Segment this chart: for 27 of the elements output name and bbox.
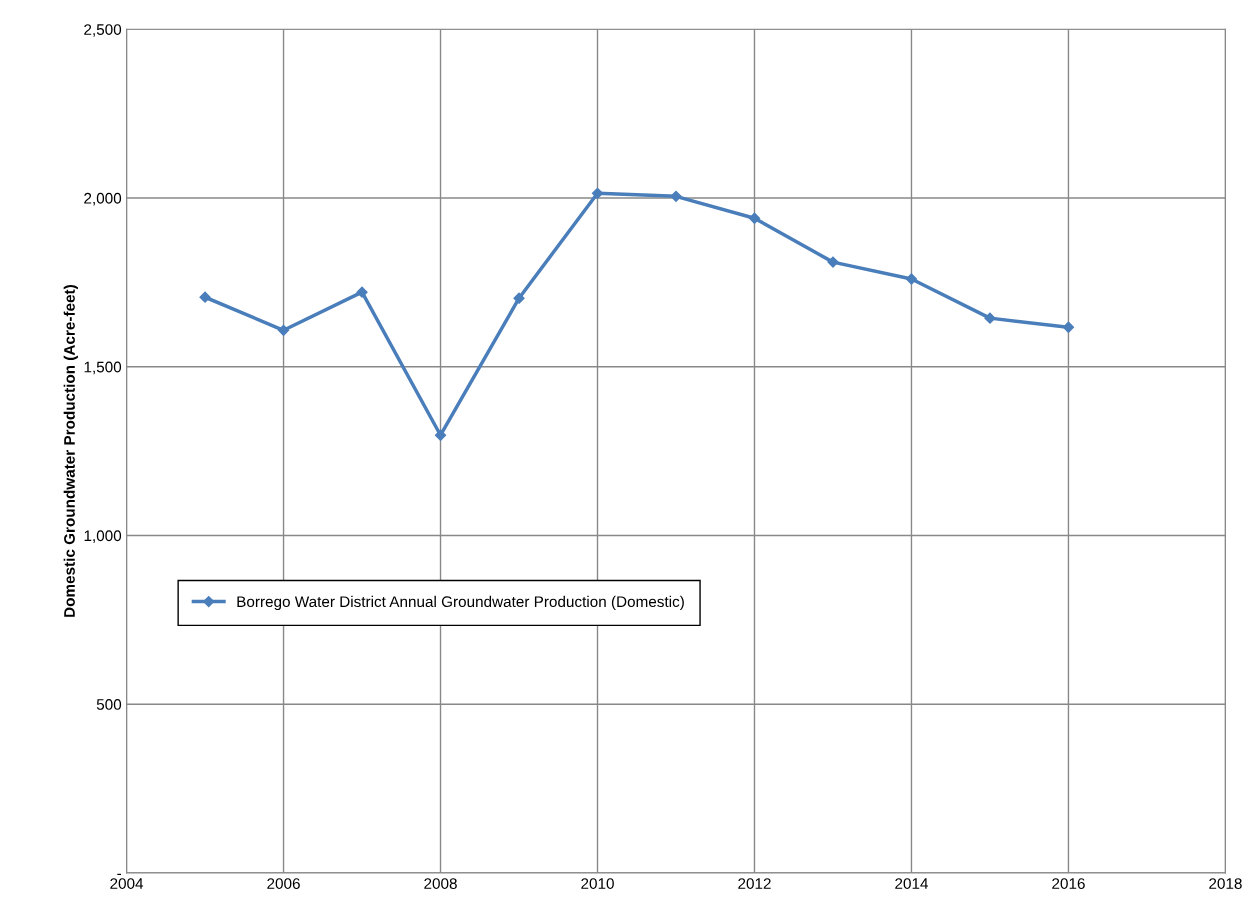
point [905, 273, 918, 285]
y-axis-title: Domestic Groundwater Production (Acre-feet) [63, 285, 78, 617]
y-tick-label: 1,500 [84, 361, 122, 375]
point [513, 292, 525, 304]
x-tick-label: 2014 [895, 878, 929, 889]
point [199, 291, 211, 303]
point [356, 286, 368, 298]
x-tick-label: 2012 [738, 878, 771, 889]
x-tick-label: 2004 [110, 878, 144, 889]
y-tick-label: 500 [96, 699, 122, 710]
legend-label: Borrego Water District Annual Groundwater Production (Domestic) [237, 595, 684, 611]
point [277, 324, 290, 336]
y-tick-label: 1,000 [84, 530, 122, 543]
y-tick-label: - [117, 873, 122, 875]
point [984, 312, 996, 324]
point [670, 190, 682, 202]
x-tick-label: 2008 [424, 878, 457, 889]
x-tick-label: 2016 [1052, 878, 1085, 889]
y-tick-label: 2,500 [84, 24, 122, 37]
x-tick-label: 2006 [267, 878, 300, 889]
x-tick-label: 2018 [1209, 878, 1242, 889]
point [748, 212, 761, 224]
x-tick-label: 2010 [581, 878, 614, 889]
point [434, 429, 447, 441]
point [1062, 321, 1075, 333]
y-tick-label: 2,000 [84, 192, 122, 206]
point [827, 256, 839, 268]
